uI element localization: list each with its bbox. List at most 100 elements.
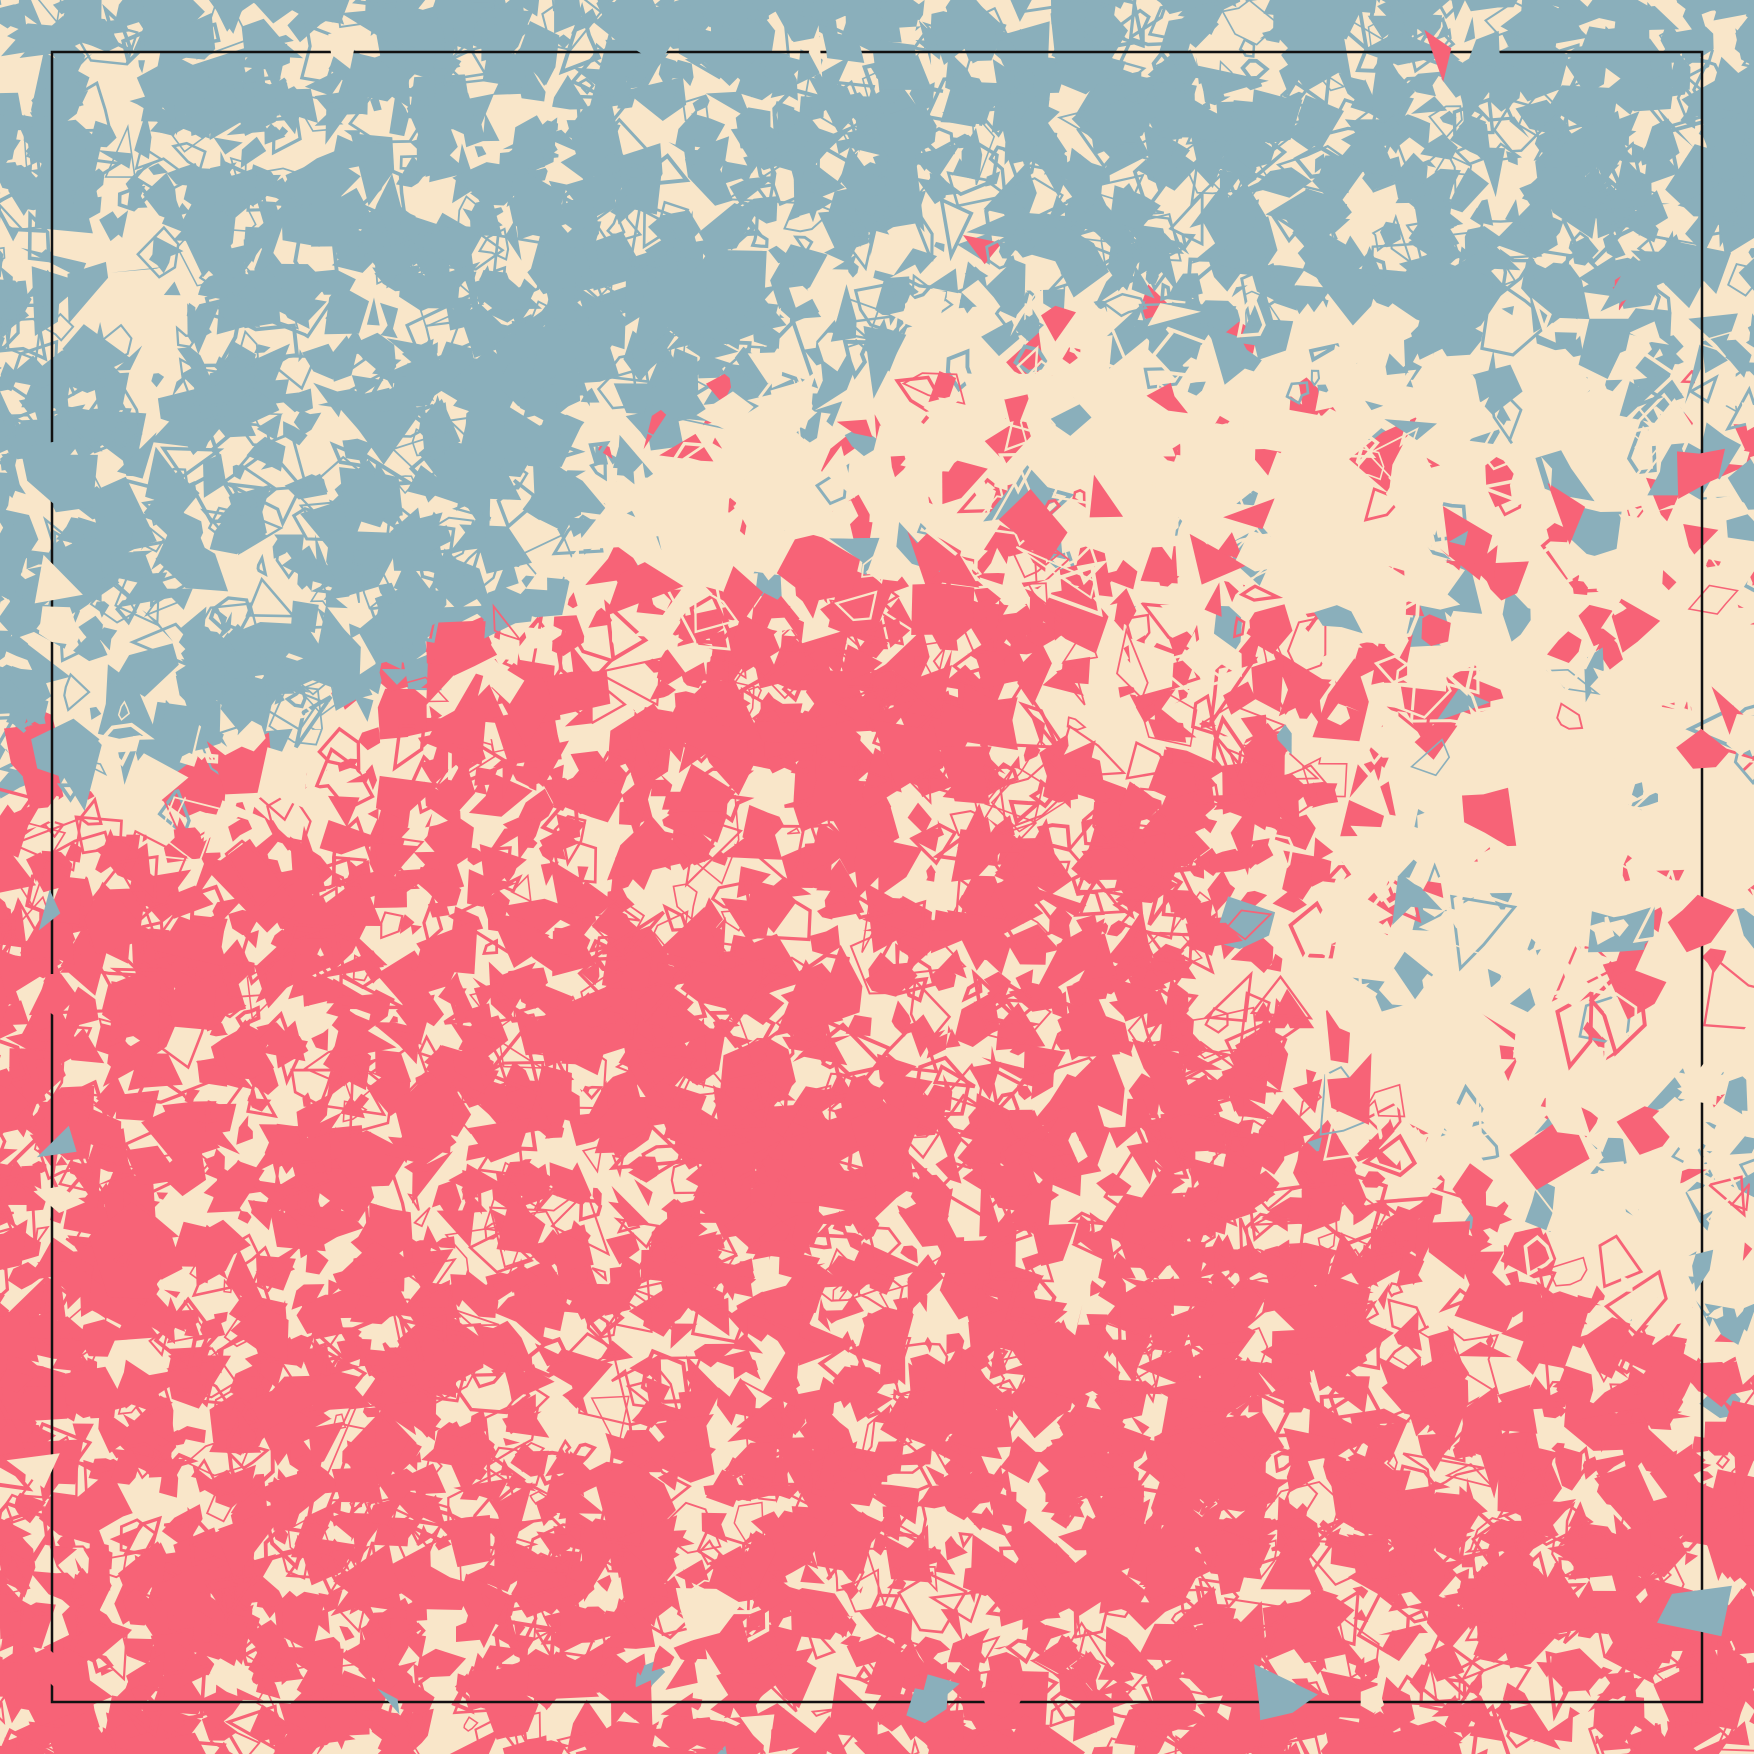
shard-2674 [1286,923,1322,947]
shard-3047 [1004,1520,1070,1576]
shard-2164 [1349,416,1418,494]
shard-794 [0,0,2,5]
shard-2394 [125,174,146,192]
shard-3368 [1595,1723,1634,1754]
shard-2192 [1006,332,1042,381]
shard-1908 [1209,476,1241,502]
shard-2633 [1377,0,1381,4]
shard-465 [942,460,988,505]
shard-1880 [1289,377,1342,420]
shard-2954 [116,1359,160,1409]
shard-3016 [339,1625,355,1641]
shard-2768 [19,1048,66,1114]
shard-2953 [577,957,625,998]
shard-105 [313,382,346,418]
shard-2774 [1724,385,1754,432]
shard-2093 [352,0,397,9]
shard-918 [235,1005,261,1028]
shard-2121 [141,538,148,551]
shard-2458 [0,367,2,370]
shard-2749 [458,1015,509,1058]
shard-1653 [1523,1235,1554,1277]
shard-561 [769,1460,793,1504]
shard-983 [453,1478,510,1502]
shard-1824 [1052,1669,1076,1690]
shard-1523 [1130,1415,1150,1435]
shard-2608 [449,1728,500,1754]
shard-2157 [380,911,404,940]
shard-2580 [72,1423,94,1441]
shard-2760 [1174,1735,1213,1754]
shard-2334 [1249,974,1314,1020]
shard-2770 [189,884,229,933]
shard-1433 [37,0,62,24]
shard-2431 [410,1622,426,1640]
shard-1357 [518,533,574,599]
shard-2784 [846,1634,905,1668]
shard-3072 [1479,147,1506,198]
shard-3122 [529,209,579,275]
shard-1628 [814,387,867,411]
shard-1708 [0,378,46,426]
shard-2524 [280,1657,299,1686]
shard-2766 [1549,540,1568,560]
shard-1095 [408,447,452,503]
shard-2793 [1578,254,1616,291]
shard-2452 [63,986,99,1030]
shard-1715 [1381,1630,1422,1662]
shard-2819 [1496,1464,1553,1520]
shard-3314 [527,1336,574,1378]
shard-3097 [117,700,130,721]
shard-2912 [115,643,179,697]
shard-3428 [314,534,332,577]
shard-2925 [275,392,304,413]
shard-2211 [1629,321,1670,345]
shard-2208 [581,961,600,986]
shard-9 [892,1636,906,1652]
shard-2445 [473,275,497,308]
shard-1975 [1193,140,1268,207]
shard-2420 [839,697,881,733]
shard-551 [410,924,422,935]
shard-203 [995,1002,1046,1051]
shard-3394 [715,159,754,183]
shard-1644 [1077,459,1096,488]
shard-2033 [1310,369,1321,387]
shard-3020 [0,259,4,267]
shard-2163 [659,433,715,463]
shard-38 [1288,91,1305,103]
shard-1044 [1639,735,1673,767]
shard-1602 [821,1056,839,1070]
shard-2331 [631,1401,664,1428]
shard-954 [1748,248,1754,259]
shard-1381 [951,534,971,562]
shard-2592 [661,1198,684,1221]
shard-2006 [1367,1402,1425,1430]
shard-1775 [834,1294,864,1322]
shard-2213 [232,464,246,480]
shard-2884 [1727,262,1754,297]
shard-581 [705,91,752,121]
shard-1590 [87,379,127,413]
shard-679 [34,1225,50,1246]
shard-894 [69,53,93,77]
shard-1980 [229,1245,278,1293]
shard-3366 [348,1093,370,1113]
shard-2272 [220,676,273,734]
shard-2863 [1700,1470,1714,1482]
shard-3350 [1413,1546,1458,1608]
shard-3056 [0,1163,13,1189]
shard-3300 [265,684,322,732]
shard-858 [1476,1748,1488,1754]
shard-2471 [946,171,1011,208]
shard-1922 [349,861,362,878]
shard-2186 [203,453,227,498]
shard-3136 [1691,702,1738,744]
shard-2867 [1464,16,1476,43]
shard-3436 [1375,920,1395,936]
shard-911 [1207,869,1236,913]
shard-3023 [806,822,861,874]
shard-2459 [1680,600,1698,624]
shard-2603 [389,94,409,137]
shard-481 [1238,37,1256,58]
